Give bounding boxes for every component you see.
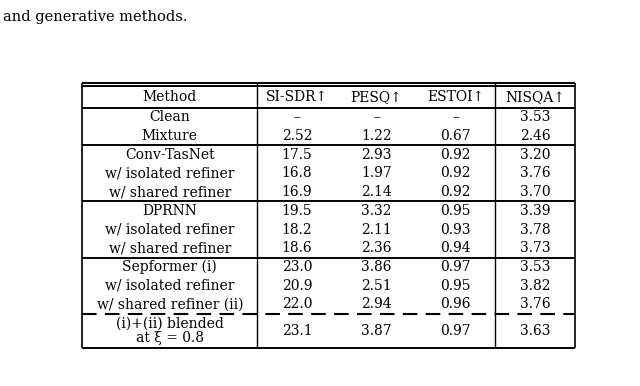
Text: 0.93: 0.93 — [440, 223, 471, 237]
Text: 0.67: 0.67 — [440, 129, 471, 143]
Text: 0.92: 0.92 — [440, 148, 471, 162]
Text: 23.0: 23.0 — [282, 260, 312, 274]
Text: 0.92: 0.92 — [440, 166, 471, 180]
Text: 3.32: 3.32 — [361, 204, 392, 218]
Text: 3.39: 3.39 — [520, 204, 550, 218]
Text: 3.76: 3.76 — [520, 298, 550, 312]
Text: at ξ = 0.8: at ξ = 0.8 — [136, 332, 204, 345]
Text: 0.97: 0.97 — [440, 260, 471, 274]
Text: w/ shared refiner (ii): w/ shared refiner (ii) — [97, 298, 243, 312]
Text: 1.97: 1.97 — [361, 166, 392, 180]
Text: 16.9: 16.9 — [282, 185, 312, 199]
Text: and generative methods.: and generative methods. — [3, 10, 188, 24]
Text: 3.53: 3.53 — [520, 110, 550, 124]
Text: 20.9: 20.9 — [282, 279, 312, 293]
Text: 3.53: 3.53 — [520, 260, 550, 274]
Text: 2.36: 2.36 — [361, 241, 392, 255]
Text: 3.78: 3.78 — [520, 223, 550, 237]
Text: w/ isolated refiner: w/ isolated refiner — [105, 166, 235, 180]
Text: 22.0: 22.0 — [282, 298, 312, 312]
Text: NISQA↑: NISQA↑ — [505, 90, 565, 104]
Text: 3.87: 3.87 — [361, 324, 392, 338]
Text: 0.94: 0.94 — [440, 241, 471, 255]
Text: 19.5: 19.5 — [282, 204, 312, 218]
Text: Conv-TasNet: Conv-TasNet — [125, 148, 214, 162]
Text: 23.1: 23.1 — [282, 324, 312, 338]
Text: 2.52: 2.52 — [282, 129, 312, 143]
Text: 1.22: 1.22 — [361, 129, 392, 143]
Text: w/ shared refiner: w/ shared refiner — [109, 241, 231, 255]
Text: ESTOI↑: ESTOI↑ — [427, 90, 484, 104]
Text: –: – — [294, 110, 301, 124]
Text: Mixture: Mixture — [142, 129, 198, 143]
Text: 3.82: 3.82 — [520, 279, 550, 293]
Text: 16.8: 16.8 — [282, 166, 312, 180]
Text: Sepformer (i): Sepformer (i) — [122, 260, 217, 274]
Text: 0.97: 0.97 — [440, 324, 471, 338]
Text: 3.73: 3.73 — [520, 241, 550, 255]
Text: SI-SDR↑: SI-SDR↑ — [266, 90, 328, 104]
Text: w/ isolated refiner: w/ isolated refiner — [105, 223, 235, 237]
Text: –: – — [452, 110, 459, 124]
Text: 2.46: 2.46 — [520, 129, 550, 143]
Text: 2.51: 2.51 — [361, 279, 392, 293]
Text: (i)+(ii) blended: (i)+(ii) blended — [116, 317, 224, 330]
Text: 2.94: 2.94 — [361, 298, 392, 312]
Text: 0.92: 0.92 — [440, 185, 471, 199]
Text: –: – — [373, 110, 380, 124]
Text: 3.20: 3.20 — [520, 148, 550, 162]
Text: 3.86: 3.86 — [361, 260, 392, 274]
Text: 2.93: 2.93 — [361, 148, 392, 162]
Text: 18.6: 18.6 — [282, 241, 312, 255]
Text: 3.76: 3.76 — [520, 166, 550, 180]
Text: 3.70: 3.70 — [520, 185, 550, 199]
Text: 18.2: 18.2 — [282, 223, 312, 237]
Text: PESQ↑: PESQ↑ — [351, 90, 403, 104]
Text: 0.96: 0.96 — [440, 298, 471, 312]
Text: Method: Method — [143, 90, 197, 104]
Text: 0.95: 0.95 — [440, 279, 471, 293]
Text: 2.14: 2.14 — [361, 185, 392, 199]
Text: 17.5: 17.5 — [282, 148, 312, 162]
Text: Clean: Clean — [150, 110, 190, 124]
Text: w/ shared refiner: w/ shared refiner — [109, 185, 231, 199]
Text: 0.95: 0.95 — [440, 204, 471, 218]
Text: w/ isolated refiner: w/ isolated refiner — [105, 279, 235, 293]
Text: DPRNN: DPRNN — [142, 204, 197, 218]
Text: 2.11: 2.11 — [361, 223, 392, 237]
Text: 3.63: 3.63 — [520, 324, 550, 338]
